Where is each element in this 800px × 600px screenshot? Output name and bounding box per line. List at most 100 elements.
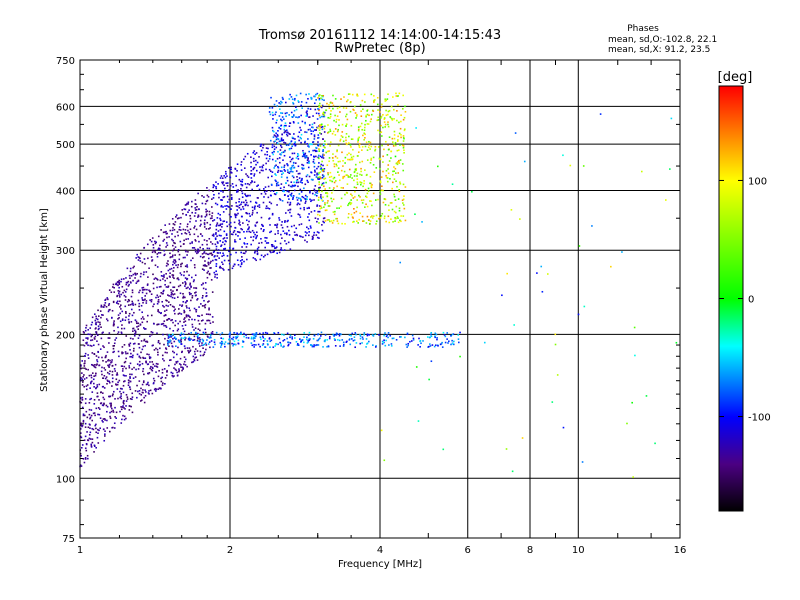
colorbar-segment (719, 97, 743, 99)
data-point (145, 383, 148, 386)
colorbar-segment (719, 463, 743, 465)
data-point (307, 181, 309, 184)
data-point (83, 365, 86, 367)
data-point (156, 332, 158, 335)
data-point (184, 338, 186, 341)
data-point (177, 278, 180, 281)
data-point (364, 133, 366, 136)
colorbar-segment (719, 125, 743, 127)
colorbar-segment (719, 503, 743, 505)
data-point (392, 108, 395, 111)
data-point (277, 343, 279, 346)
data-point (97, 442, 100, 444)
data-point (215, 185, 217, 188)
data-point (227, 259, 230, 262)
data-point (323, 154, 325, 156)
data-point (331, 222, 334, 224)
data-point (358, 144, 360, 147)
colorbar-segment (719, 454, 743, 456)
data-point (215, 181, 217, 183)
data-point (256, 252, 259, 255)
data-point (240, 161, 243, 163)
data-point (187, 203, 189, 205)
data-point (344, 162, 346, 164)
data-point (351, 158, 354, 161)
data-point (254, 159, 257, 162)
data-point (129, 270, 132, 273)
data-point (387, 144, 389, 146)
data-point (346, 100, 348, 103)
data-point (113, 320, 115, 322)
data-point (153, 323, 155, 325)
data-point (402, 169, 405, 172)
data-point (279, 341, 281, 344)
data-point (387, 164, 390, 166)
data-point (361, 215, 364, 218)
data-point (322, 346, 324, 348)
data-point (271, 245, 274, 248)
colorbar-segment (719, 304, 743, 306)
data-point (359, 143, 361, 145)
data-point (128, 315, 130, 317)
data-point (244, 183, 247, 185)
data-point (169, 359, 171, 362)
data-point (168, 341, 171, 343)
data-point (329, 113, 332, 115)
data-point (133, 311, 135, 314)
data-point (238, 221, 241, 223)
data-point (298, 139, 300, 142)
data-point (353, 170, 356, 173)
data-point (189, 282, 192, 285)
colorbar-segment (719, 383, 743, 385)
data-point (252, 168, 255, 171)
data-point (318, 157, 320, 160)
data-point (193, 338, 196, 341)
data-point (393, 130, 396, 133)
data-point (348, 152, 350, 155)
colorbar-segment (719, 119, 743, 121)
data-point (259, 332, 261, 335)
data-point (89, 327, 92, 329)
data-point (293, 99, 296, 101)
data-point (385, 140, 387, 143)
data-point (132, 266, 134, 269)
data-point (393, 195, 396, 198)
data-point (145, 300, 148, 302)
phase-o-stats: mean, sd,O:-102.8, 22.1 (608, 35, 717, 45)
data-point (187, 238, 189, 240)
data-point (239, 238, 241, 240)
data-point (157, 298, 160, 301)
data-point (303, 187, 305, 190)
data-point (276, 183, 278, 186)
data-point (337, 171, 339, 173)
data-point (322, 164, 324, 167)
data-point (370, 159, 372, 161)
data-point (398, 92, 401, 95)
data-point (287, 344, 289, 347)
data-point (316, 118, 319, 120)
data-point (372, 215, 375, 217)
data-point (213, 255, 216, 258)
data-point (94, 414, 96, 417)
colorbar-segment (719, 228, 743, 230)
data-point (332, 211, 335, 213)
data-point (269, 340, 272, 343)
data-point (202, 247, 204, 250)
data-point (281, 190, 284, 192)
data-point (180, 265, 182, 268)
data-point (117, 350, 120, 353)
data-point (222, 252, 224, 255)
data-point (256, 221, 259, 224)
data-point (279, 199, 282, 201)
data-point (248, 230, 250, 233)
data-point (96, 334, 99, 336)
data-point (250, 181, 252, 184)
data-point (128, 299, 131, 302)
data-point (282, 230, 285, 232)
chart-subtitle: RwPretec (8p) (334, 41, 425, 56)
data-point (318, 210, 321, 213)
colorbar-tick-label: 100 (748, 176, 767, 187)
data-point (188, 231, 191, 234)
data-point (343, 170, 346, 173)
data-point (308, 331, 311, 334)
